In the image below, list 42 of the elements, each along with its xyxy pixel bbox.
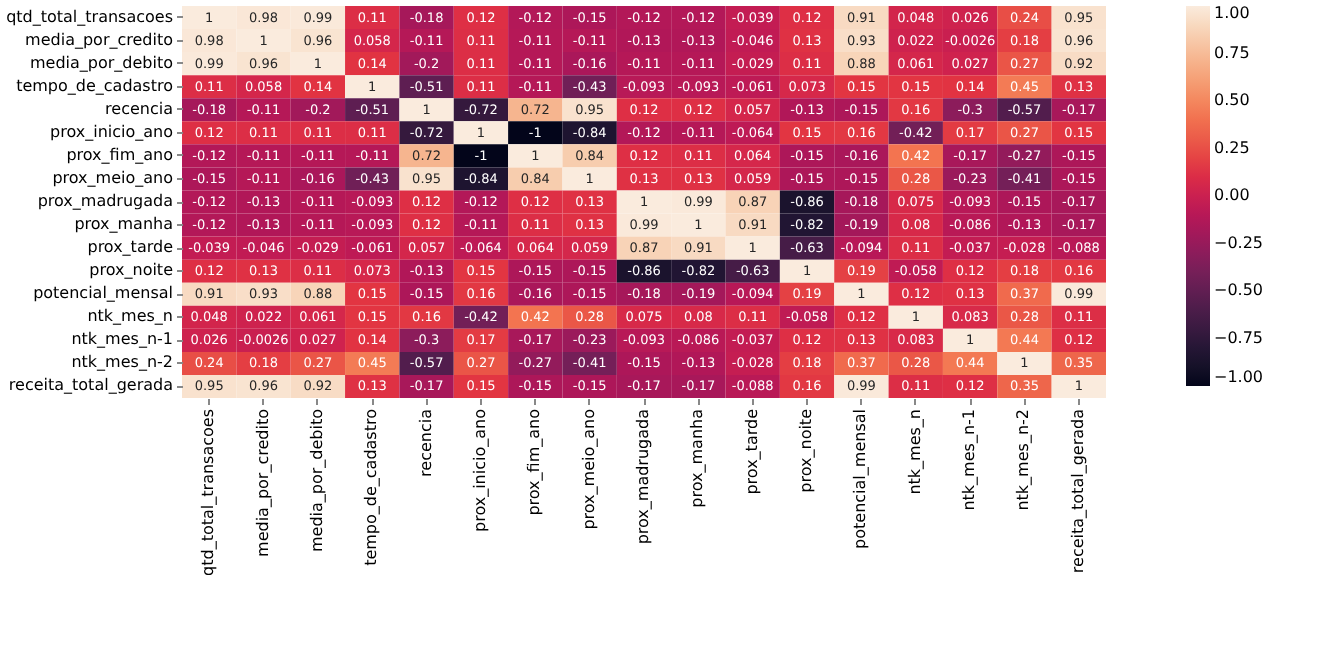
x-tick-label: prox_madrugada <box>634 408 652 545</box>
y-tick-label: media_por_credito <box>25 30 174 49</box>
color-bar-label: 1.00 <box>1214 4 1250 22</box>
y-tick-label: prox_meio_ano <box>52 168 174 187</box>
x-tick-label: potencial_mensal <box>851 409 870 549</box>
x-tick-label: prox_fim_ano <box>525 408 544 516</box>
y-tick-label: potencial_mensal <box>33 284 173 303</box>
y-tick-label: recencia <box>105 99 174 118</box>
x-tick-label: prox_noite <box>797 408 816 493</box>
y-tick-label: tempo_de_cadastro <box>16 76 174 95</box>
x-tick-label: prox_manha <box>688 408 707 508</box>
y-tick-label: prox_inicio_ano <box>50 122 174 141</box>
y-tick-label: media_por_debito <box>29 53 174 72</box>
x-tick-label: ntk_mes_n-2 <box>1014 409 1033 511</box>
x-tick-label: receita_total_gerada <box>1068 408 1087 574</box>
color-bar-label: −1.00 <box>1214 368 1264 386</box>
y-tick-label: qtd_total_transacoes <box>6 7 173 26</box>
y-tick-label: prox_madrugada <box>37 192 174 210</box>
y-tick-label: ntk_mes_n-2 <box>71 353 173 372</box>
y-tick-label: prox_noite <box>89 261 174 280</box>
color-bar-label: 0.00 <box>1214 186 1250 204</box>
x-tick-label: prox_inicio_ano <box>470 408 489 532</box>
x-tick-label: media_por_credito <box>253 408 272 557</box>
y-tick-label: receita_total_gerada <box>8 376 174 395</box>
x-tick-label: ntk_mes_n <box>905 409 924 495</box>
y-tick-label: ntk_mes_n <box>87 307 173 326</box>
y-tick-label: prox_tarde <box>87 238 174 257</box>
x-tick-label: tempo_de_cadastro <box>362 408 381 566</box>
y-tick-label: prox_manha <box>74 215 174 234</box>
color-bar-label: 0.75 <box>1214 43 1250 62</box>
x-tick-label: media_por_debito <box>307 408 326 553</box>
x-tick-label: prox_meio_ano <box>579 408 598 530</box>
x-tick-label: prox_tarde <box>742 408 761 495</box>
color-bar-label: −0.75 <box>1214 328 1264 347</box>
color-bar-label: −0.25 <box>1214 233 1264 252</box>
x-tick-label: ntk_mes_n-1 <box>960 409 979 511</box>
y-tick-label: ntk_mes_n-1 <box>71 330 173 349</box>
x-tick-label: recencia <box>416 408 435 477</box>
color-bar-label: −0.50 <box>1214 281 1264 299</box>
y-tick-label: prox_fim_ano <box>66 145 174 164</box>
color-bar-label: 0.25 <box>1214 138 1250 157</box>
color-bar-label: 0.50 <box>1214 91 1250 109</box>
